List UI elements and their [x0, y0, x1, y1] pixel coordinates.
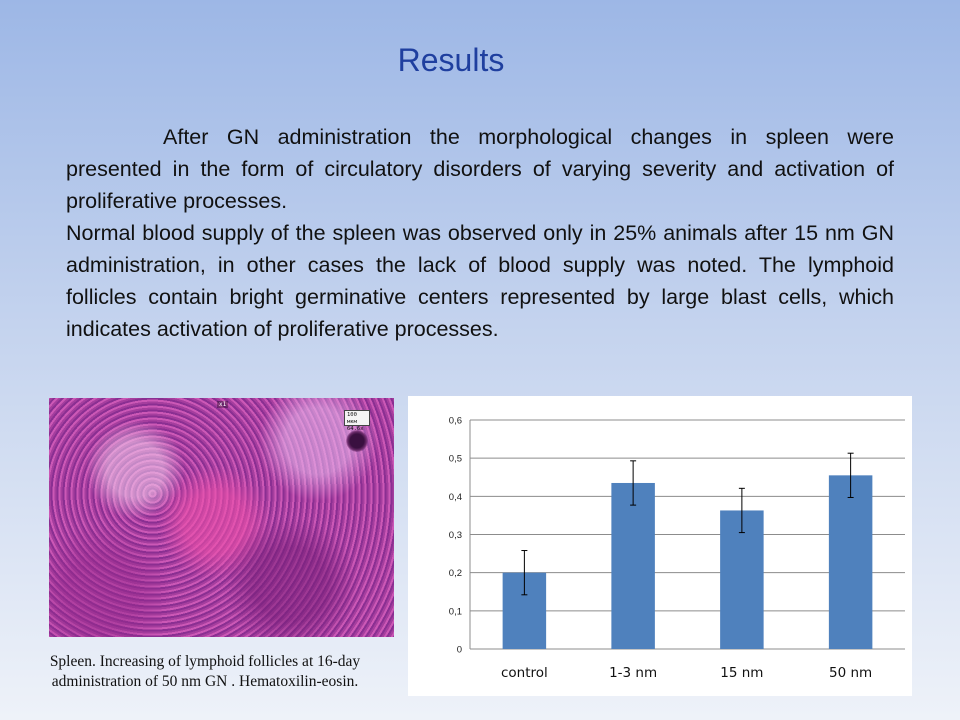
x-tick-label: 15 nm [720, 665, 763, 681]
paragraph-2: Normal blood supply of the spleen was ob… [66, 221, 894, 341]
scale-box: 100 мкм 64.6x [344, 410, 370, 432]
y-tick-label: 0,2 [449, 568, 462, 579]
x-tick-label: control [501, 665, 548, 681]
bar [720, 510, 764, 649]
caption-line-1: Spleen. Increasing of lymphoid follicles… [49, 653, 361, 670]
body-text: After GN administration the morphologica… [66, 121, 894, 345]
y-tick-label: 0,5 [449, 454, 462, 465]
slide-title: Results [397, 42, 505, 78]
y-tick-label: 0,6 [449, 416, 462, 427]
pigment-cluster [346, 430, 368, 452]
zoom-label: x1 [217, 401, 229, 408]
y-tick-label: 0,1 [449, 606, 462, 617]
scale-line-2: 64.6x [347, 426, 364, 432]
bar-chart-svg: 0 0,1 0,2 0,3 0,4 0,5 0,6 control 1-3 nm 15 nm 50 … [449, 416, 905, 681]
spleen-micrograph: x1 100 мкм 64.6x [49, 398, 394, 637]
y-tick-label: 0,4 [449, 492, 462, 503]
bar [611, 482, 655, 649]
micrograph-caption: Spleen. Increasing of lymphoid follicles… [5, 652, 405, 692]
y-tick-label: 0,3 [449, 530, 462, 541]
x-tick-label: 50 nm [829, 665, 872, 681]
x-tick-label: 1-3 nm [609, 665, 657, 681]
caption-line-2: administration of 50 nm GN . Hematoxilin… [51, 673, 359, 690]
bar-chart: 0 0,1 0,2 0,3 0,4 0,5 0,6 control 1-3 nm 15 nm 50 … [408, 396, 912, 696]
paragraph-1: After GN administration the morphologica… [66, 125, 894, 213]
scale-line-1: 100 мкм [347, 412, 357, 425]
y-tick-label: 0 [457, 645, 462, 656]
bar [828, 475, 873, 649]
